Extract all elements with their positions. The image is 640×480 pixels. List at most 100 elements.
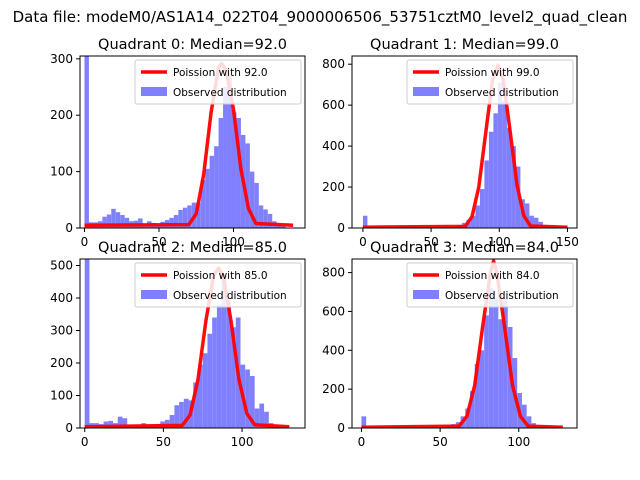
legend-hist-label: Observed distribution [445,290,559,302]
plot-area-3 [361,259,563,428]
histogram-bar [193,382,199,428]
histogram-bar [178,209,183,228]
y-tick-label: 300 [50,324,73,338]
legend: Poission with 99.0 Observed distribution [406,59,574,105]
histogram-bar [200,180,206,228]
histogram-bar [221,278,227,428]
histogram-bar [245,143,250,228]
histogram-bar [117,416,123,428]
histogram-bar [212,317,217,428]
histogram-bar [484,160,489,228]
histogram-bar [533,217,539,228]
histogram-bar [196,202,201,228]
legend-hist-swatch [413,87,439,96]
axes-frame [351,258,578,429]
chart-title: Quadrant 0: Median=92.0 [98,37,287,53]
histogram-bar [484,315,489,428]
histogram-bar [281,226,286,228]
histogram-bar [205,168,210,228]
histogram-bar [122,418,128,428]
plot-area-1 [362,63,568,228]
histogram-bar [479,189,485,228]
histogram-bar [249,171,255,228]
histogram-bar [169,415,175,428]
y-tick-label: 400 [322,343,345,357]
histogram-bar [84,56,89,228]
legend-box [134,59,302,105]
histogram-bar [263,209,268,228]
histogram-bar [202,353,208,428]
x-tick-label: 100 [231,435,254,449]
histogram-bar [169,217,174,228]
y-tick-label: 800 [322,266,345,280]
x-tick-label: 50 [423,235,438,249]
histogram-bar [214,146,219,228]
legend-hist-swatch [413,290,439,299]
histogram-bar [102,216,107,228]
legend-hist-swatch [141,290,167,299]
histogram-bar [179,402,184,428]
histogram-bar [465,408,471,428]
y-tick-label: 200 [50,356,73,370]
histogram-bar [498,319,504,428]
histogram-bar [207,333,213,428]
histogram-bar [479,350,485,428]
histogram-bar [174,405,180,428]
legend-hist-label: Observed distribution [173,87,287,99]
legend-hist-label: Observed distribution [445,87,559,99]
y-tick-label: 600 [322,304,345,318]
legend-box [134,262,302,308]
histogram-bar [529,215,534,228]
x-tick-label: 0 [81,235,89,249]
x-tick-label: 50 [432,435,447,449]
histogram-bar [254,182,259,228]
histogram-bar [84,259,90,428]
histogram-bar [267,213,273,228]
histogram-bar [173,215,179,228]
y-tick-label: 0 [337,421,345,435]
y-tick-label: 0 [65,221,73,235]
x-tick-label: 150 [556,235,579,249]
histogram-bar [511,146,516,228]
histogram-bar [236,118,241,228]
chart-title: Quadrant 2: Median=85.0 [98,240,287,256]
histogram-bar [502,101,507,228]
histogram-bar [470,391,475,428]
chart-title: Quadrant 3: Median=84.0 [370,240,559,256]
histogram-bar [474,363,480,428]
histogram-bar [488,288,494,428]
x-tick-label: 100 [488,235,511,249]
histogram-bar [187,205,192,228]
histogram-bar [183,398,189,428]
histogram-bar [249,376,255,428]
histogram-bar [506,127,512,228]
x-tick-label: 0 [81,435,89,449]
legend-hist-swatch [141,87,167,96]
histogram-bar [124,217,130,228]
histogram-bar [521,404,527,428]
y-tick-label: 0 [337,221,345,235]
y-tick-label: 200 [50,108,73,122]
histogram-bar [488,131,494,228]
histogram-bar [526,416,532,428]
histogram-bar [155,225,161,228]
chart-panel-1: 0 50 100 150 0 200 400 600 800 Quadrant 1: Median… [322,37,579,249]
plot-area-0 [84,56,294,228]
histogram-bar [231,327,236,428]
histogram-bar [245,369,250,428]
y-tick-label: 200 [322,180,345,194]
x-tick-label: 50 [151,235,166,249]
histogram-bar [497,82,503,228]
histogram-bar [254,408,260,428]
y-tick-label: 200 [322,382,345,396]
legend: Poission with 85.0 Observed distribution [134,262,302,308]
histogram-bar [115,212,121,228]
histogram-bar [276,224,282,228]
x-tick-label: 0 [359,235,367,249]
x-tick-label: 0 [358,435,366,449]
histogram-bar [475,205,480,228]
histogram-bar [524,203,530,228]
y-tick-label: 400 [50,291,73,305]
histogram-bar [227,75,232,228]
